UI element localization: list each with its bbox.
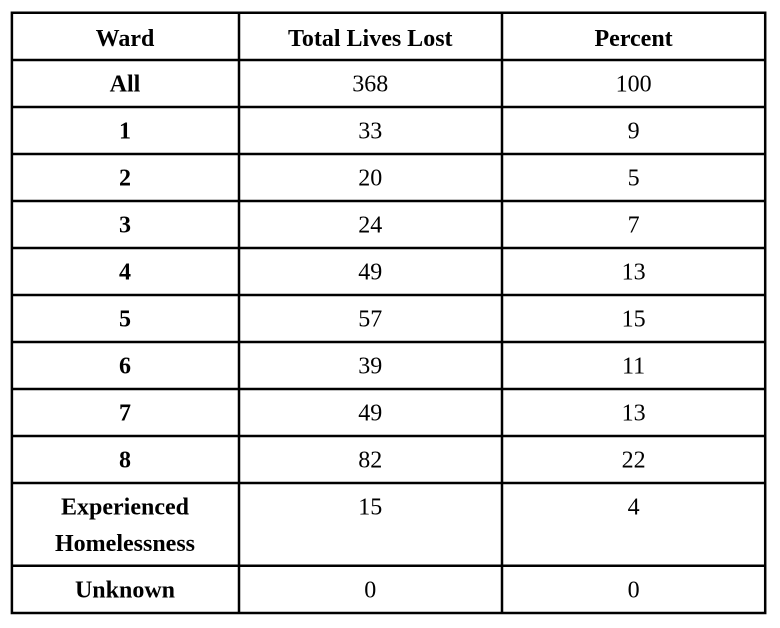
svg-text:6: 6 (119, 354, 131, 380)
svg-text:49: 49 (358, 260, 382, 286)
svg-text:7: 7 (119, 401, 131, 427)
svg-text:5: 5 (119, 307, 131, 333)
svg-text:9: 9 (628, 119, 640, 145)
svg-text:13: 13 (622, 260, 646, 286)
svg-text:1: 1 (119, 119, 131, 145)
svg-text:Homelessness: Homelessness (55, 531, 195, 557)
svg-text:13: 13 (622, 401, 646, 427)
svg-text:Total Lives Lost: Total Lives Lost (288, 26, 452, 52)
svg-text:20: 20 (358, 166, 382, 192)
svg-text:7: 7 (628, 213, 640, 239)
svg-text:39: 39 (358, 354, 382, 380)
svg-text:Ward: Ward (96, 26, 155, 52)
svg-text:0: 0 (628, 577, 640, 603)
svg-text:15: 15 (622, 307, 646, 333)
svg-text:Experienced: Experienced (61, 495, 190, 521)
svg-text:8: 8 (119, 448, 131, 474)
svg-text:5: 5 (628, 166, 640, 192)
svg-text:24: 24 (358, 213, 382, 239)
svg-text:11: 11 (622, 354, 645, 380)
svg-text:15: 15 (358, 495, 382, 521)
svg-text:49: 49 (358, 401, 382, 427)
svg-text:3: 3 (119, 213, 131, 239)
svg-text:57: 57 (358, 307, 382, 333)
svg-text:0: 0 (364, 577, 376, 603)
svg-text:100: 100 (616, 72, 652, 98)
svg-text:2: 2 (119, 166, 131, 192)
svg-text:82: 82 (358, 448, 382, 474)
svg-text:368: 368 (352, 72, 388, 98)
svg-text:22: 22 (622, 448, 646, 474)
svg-text:33: 33 (358, 119, 382, 145)
svg-text:Percent: Percent (595, 26, 673, 52)
svg-text:4: 4 (628, 495, 640, 521)
svg-text:All: All (110, 72, 141, 98)
svg-text:4: 4 (119, 260, 131, 286)
svg-text:Unknown: Unknown (75, 577, 175, 603)
